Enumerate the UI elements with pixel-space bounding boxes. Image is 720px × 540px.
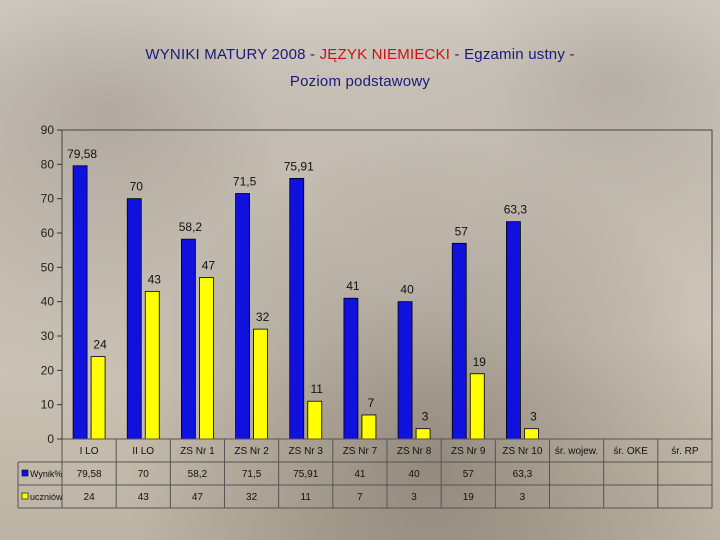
table-cell-value: 24: [84, 492, 96, 503]
table-cell-value: 70: [138, 469, 150, 480]
bar-uczniow: [307, 400, 323, 440]
data-label-wynik: 58,2: [179, 220, 203, 234]
chart-title-line1: WYNIKI MATURY 2008 - JĘZYK NIEMIECKI - E…: [0, 46, 720, 63]
data-label-wynik: 63,3: [504, 203, 528, 217]
table-cell-value: 3: [411, 492, 417, 503]
y-tick-label: 30: [41, 329, 55, 343]
data-label-wynik: 79,58: [67, 147, 97, 161]
x-category-label: śr. OKE: [614, 446, 649, 457]
table-cell-value: 41: [354, 469, 366, 480]
data-label-wynik: 41: [346, 279, 360, 293]
data-label-uczniow: 3: [530, 410, 537, 424]
y-tick-label: 50: [41, 260, 55, 274]
table-cell-value: 71,5: [242, 469, 262, 480]
y-tick-label: 10: [41, 398, 55, 412]
legend-label: Wynik%: [30, 469, 62, 479]
bar-wynik: [397, 301, 413, 440]
table-cell-value: 58,2: [188, 469, 208, 480]
data-label-uczniow: 11: [311, 382, 324, 396]
x-category-label: śr. wojew.: [555, 446, 598, 457]
y-tick-label: 0: [47, 432, 54, 446]
bar-uczniow: [199, 277, 214, 440]
data-label-uczniow: 32: [256, 310, 270, 324]
table-cell-value: 7: [357, 492, 363, 503]
data-label-wynik: 40: [400, 283, 414, 297]
table-cell-value: 3: [520, 492, 526, 503]
data-label-wynik: 70: [130, 180, 144, 194]
data-label-uczniow: 43: [148, 272, 162, 286]
y-tick-label: 20: [41, 363, 55, 377]
table-cell-value: 47: [192, 492, 204, 503]
x-category-label: ZS Nr 2: [234, 446, 269, 457]
x-category-label: śr. RP: [671, 446, 699, 457]
bar-uczniow: [361, 414, 377, 440]
x-category-label: ZS Nr 8: [397, 446, 432, 457]
bar-wynik: [72, 165, 88, 440]
x-category-label: ZS Nr 1: [180, 446, 215, 457]
bar-wynik: [181, 238, 196, 440]
y-tick-label: 70: [41, 192, 55, 206]
bar-uczniow: [469, 373, 485, 440]
table-cell-value: 11: [301, 492, 312, 503]
title-subject: JĘZYK NIEMIECKI: [319, 46, 451, 63]
table-cell-value: 63,3: [513, 469, 533, 480]
table-cell-value: 32: [246, 492, 258, 503]
y-tick-label: 90: [41, 123, 55, 137]
data-label-uczniow: 19: [473, 355, 487, 369]
table-cell-value: 40: [409, 469, 421, 480]
bar-wynik: [126, 198, 142, 440]
x-category-label: I LO: [80, 446, 99, 457]
bar-wynik: [343, 297, 359, 440]
table-cell-value: 57: [463, 469, 475, 480]
y-tick-label: 80: [41, 157, 55, 171]
x-category-label: ZS Nr 3: [289, 446, 324, 457]
bar-uczniow: [90, 356, 106, 440]
data-label-uczniow: 24: [93, 338, 107, 352]
bar-wynik: [235, 193, 250, 440]
x-category-label: ZS Nr 7: [343, 446, 378, 457]
data-label-uczniow: 3: [422, 410, 429, 424]
table-cell-value: 79,58: [77, 469, 102, 480]
x-category-label: ZS Nr 9: [451, 446, 486, 457]
table-cell-value: 43: [138, 492, 150, 503]
data-label-wynik: 75,91: [284, 159, 314, 173]
chart-title-line2: Poziom podstawowy: [289, 73, 431, 90]
bar-uczniow: [524, 428, 539, 440]
bar-wynik: [289, 177, 305, 440]
title-part2: - Egzamin ustny -: [450, 46, 575, 63]
bar-wynik: [451, 242, 467, 440]
legend-label: uczniów: [30, 492, 63, 502]
table-cell-value: 75,91: [293, 469, 318, 480]
bar-wynik: [506, 221, 521, 440]
data-label-wynik: 57: [455, 224, 469, 238]
y-tick-label: 40: [41, 295, 55, 309]
table-cell-value: 19: [463, 492, 475, 503]
data-label-wynik: 71,5: [233, 175, 257, 189]
bar-uczniow: [144, 290, 160, 440]
data-label-uczniow: 47: [202, 259, 216, 273]
bar-uczniow: [253, 328, 268, 440]
title-part1: WYNIKI MATURY 2008 -: [145, 46, 320, 63]
data-label-uczniow: 7: [368, 396, 375, 410]
legend-key: [21, 492, 29, 500]
legend-key: [21, 469, 29, 477]
bar-uczniow: [415, 428, 431, 440]
x-category-label: ZS Nr 10: [502, 446, 542, 457]
x-category-label: II LO: [132, 446, 154, 457]
y-tick-label: 60: [41, 226, 55, 240]
